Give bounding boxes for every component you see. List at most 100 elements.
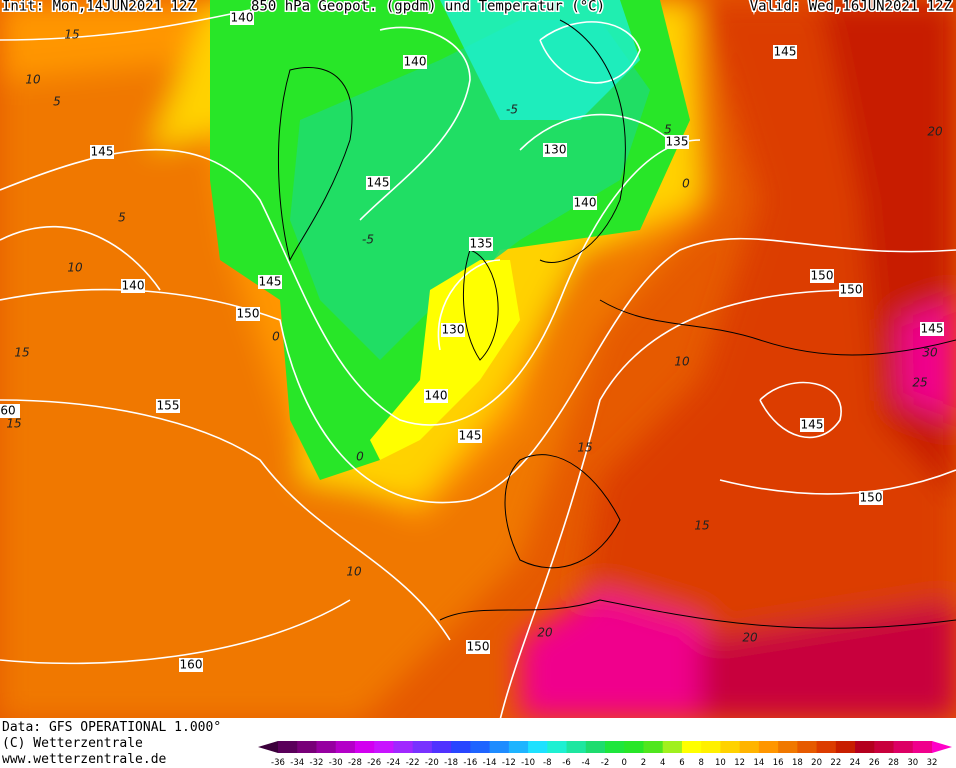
colorbar-swatch [335,741,356,753]
temperature-label: 5 [118,211,126,225]
colorbar-swatch [739,741,760,753]
colorbar-tick-label: -18 [444,758,458,768]
geopotential-label: 150 [811,269,834,283]
temperature-label: 15 [6,417,21,431]
colorbar-swatch [374,741,394,753]
geopotential-label: 150 [467,640,490,654]
colorbar-tick-label: 6 [679,758,684,768]
colorbar-swatch [912,741,933,753]
temperature-label: 5 [53,95,61,109]
data-source: Data: GFS OPERATIONAL 1.000° [2,720,221,735]
colorbar-tick-label: 4 [660,758,665,768]
colorbar-tick-label: -16 [463,758,477,768]
colorbar-swatch [662,741,683,753]
temperature-label: 10 [67,261,83,275]
geopotential-label-box [573,196,597,210]
geopotential-label-box [920,322,944,336]
colorbar-swatch [778,741,798,753]
colorbar-swatch [643,741,664,753]
colorbar-swatch [874,741,895,753]
colorbar-tick-label: -30 [329,758,343,768]
colorbar-tick-label: -36 [271,758,285,768]
field [0,0,956,718]
geopotential-label: 130 [544,143,567,157]
geopotential-label-box [179,658,203,672]
geopotential-label: 130 [442,323,465,337]
colorbar-tick-label: -6 [562,758,570,768]
colorbar-tick-label: -2 [601,758,609,768]
colorbar-swatch [816,741,837,753]
geopotential-label: 140 [404,55,427,69]
colorbar-swatch [893,741,914,753]
geopotential-label: 155 [157,399,180,413]
colorbar-swatch [624,741,644,753]
colorbar-swatch [758,741,779,753]
colorbar-swatch [297,741,317,753]
field-cyan [440,0,640,120]
colorbar-swatch [316,741,337,753]
temperature-label: 30 [922,346,938,360]
geopotential-label: 160 [180,658,203,672]
colorbar-swatch [720,741,741,753]
temperature-label: 20 [537,626,553,640]
geopotential-label: 140 [425,389,448,403]
map-title: 850 hPa Geopot. (gpdm) und Temperatur (°… [251,0,605,15]
coastlines [277,19,956,629]
geopotential-label: 140 [574,196,597,210]
colorbar-swatch [489,741,510,753]
geopotential-label-box [90,145,114,159]
colorbar-swatch [354,741,375,753]
colorbar-tick-label: -8 [543,758,551,768]
colorbar-swatch [528,741,548,753]
colorbar-swatch [797,741,818,753]
colorbar-low-arrow [258,741,278,753]
geopotential-label: 60 [0,404,15,418]
colorbar-tick-label: 16 [773,758,784,768]
geopotential-label-box [230,11,254,25]
website: www.wetterzentrale.de [2,752,167,767]
geopotential-label-box [403,55,427,69]
geopotential-label: 145 [774,45,797,59]
colorbar-high-arrow [932,741,952,753]
colorbar-swatch [278,741,298,753]
geopotential-label: 140 [231,11,254,25]
copyright: (C) Wetterzentrale [2,736,143,751]
colorbar-tick-label: 18 [792,758,803,768]
field-magenta-africa [520,590,740,718]
geopotential-label: 135 [666,135,689,149]
colorbar-swatch [681,741,702,753]
geopotential-label-box [366,176,390,190]
colorbar-swatch [431,741,452,753]
temperature-label: 15 [64,28,79,42]
colorbar-swatch [835,741,856,753]
colorbar-tick-label: -12 [502,758,516,768]
colorbar-tick-label: 12 [734,758,745,768]
colorbar-tick-label: -20 [425,758,439,768]
colorbar-swatch [412,741,433,753]
geopotential-label-box [0,404,20,418]
colorbar-tick-label: 14 [753,758,764,768]
temperature-label: 0 [356,450,364,464]
colorbar-tick-label: 24 [850,758,861,768]
colorbar-swatch [855,741,875,753]
colorbar-tick-label: -22 [406,758,420,768]
geopotential-label-box [839,283,863,297]
geopotential-label: 145 [91,145,114,159]
colorbar-swatch [585,741,606,753]
geopotential-label-box [121,279,145,293]
valid-time: Valid: Wed,16JUN2021 12Z [750,0,952,15]
temperature-label: 25 [912,376,927,390]
temperature-label: 20 [742,631,758,645]
geopotential-label-box [543,143,567,157]
colorbar-tick-label: 28 [888,758,899,768]
geopotential-label: 140 [122,279,145,293]
colorbar-tick-label: -10 [521,758,535,768]
temperature-label: 20 [927,125,943,139]
temperature-label: -5 [506,103,518,117]
colorbar-tick-label: 32 [927,758,938,768]
colorbar-tick-label: -24 [386,758,400,768]
colorbar-swatch [451,741,471,753]
temperature-label: 10 [25,73,41,87]
